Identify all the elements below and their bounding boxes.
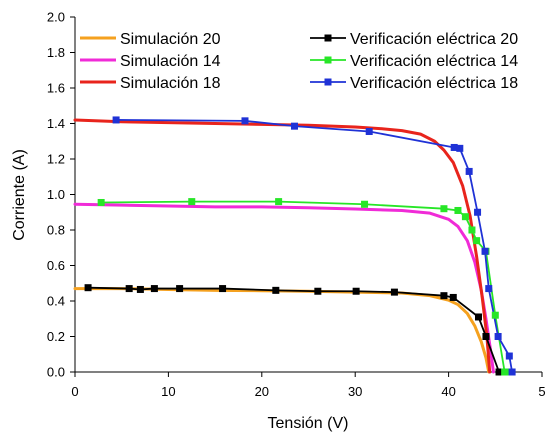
legend-item-1-label: Simulación 20 [120,31,221,48]
series-1-line [73,287,491,374]
series-6-point [241,117,249,125]
legend-item-5: Verificación eléctrica 14 [310,53,518,70]
y-tick-label: 0.2 [47,329,65,344]
y-tick-label: 1.2 [47,152,65,167]
series-6-point [290,122,298,130]
series-6-point [465,167,473,175]
x-tick-label: 0 [71,384,78,399]
series-4-point [219,285,227,293]
axes: 0.0 0.2 0.4 0.6 0.8 1.0 1.2 1.4 1.6 1.8 2.0 0 10 20 30… [47,10,546,400]
series-4-point [495,368,503,376]
y-tick-label: 1.0 [47,187,65,202]
series-6-point [508,368,516,376]
series-4-point [440,292,448,300]
x-tick-label: 5 [538,384,545,399]
series-4-point [150,285,158,293]
series-lines [73,118,514,374]
y-tick-label: 2.0 [47,10,65,25]
legend-item-4: Verificación eléctrica 20 [310,31,518,48]
series-5-point [97,198,105,206]
series-4-point [125,285,133,293]
series-6-point [450,143,458,151]
legend-item-2-label: Simulación 14 [120,53,221,70]
series-6-point [365,127,373,135]
series-6-point [474,208,482,216]
series-6-point [485,285,493,293]
series-6-line [115,119,514,373]
x-tick-label: 20 [255,384,269,399]
series-4-point [314,287,322,295]
legend-item-5-marker [324,56,332,64]
series-markers [84,116,516,376]
series-5-line [100,200,512,373]
series-4-point [482,333,490,340]
series-6-point [505,352,513,360]
series-6-point [481,247,489,255]
series-6-point [456,144,464,152]
y-tick-label: 1.8 [47,45,65,60]
y-axis-label: Corriente (A) [11,149,28,241]
y-tick-label: 0.8 [47,223,65,238]
legend-item-4-label: Verificación eléctrica 20 [350,31,518,48]
series-4-line [87,286,500,373]
series-4-point [272,286,280,294]
x-tick-label: 40 [441,384,455,399]
y-tick-label: 0.0 [47,365,65,380]
series-5-point [491,311,499,319]
series-4-point [84,284,92,292]
x-tick-label: 30 [348,384,362,399]
series-4-point [176,285,184,293]
series-4-point [136,285,144,293]
series-5-point [461,213,469,221]
series-5-point [501,368,509,376]
series-5-point [454,206,462,214]
series-4-point [352,287,360,295]
series-5-point [440,205,448,213]
series-5-point [473,237,481,245]
series-5-point [468,226,476,234]
y-tick-label: 1.4 [47,116,65,131]
legend-item-3-label: Simulación 18 [120,75,221,92]
series-6-point [494,333,502,340]
series-5-point [275,198,283,206]
series-4-point [474,313,482,321]
legend-item-6-label: Verificación eléctrica 18 [350,75,518,92]
legend-item-5-label: Verificación eléctrica 14 [350,53,518,70]
legend: Simulación 20 Simulación 14 Simulación 18 V… [80,31,518,92]
legend-item-4-marker [324,34,332,42]
y-tick-label: 1.6 [47,81,65,96]
x-tick-label: 10 [161,384,175,399]
legend-item-3: Simulación 18 [80,75,221,92]
series-6-point [112,116,120,124]
series-5-point [361,200,369,208]
legend-item-1: Simulación 20 [80,31,221,48]
series-3-line [73,118,492,374]
legend-item-6-marker [324,78,332,86]
y-tick-label: 0.6 [47,258,65,273]
legend-item-2: Simulación 14 [80,53,221,70]
y-tick-label: 0.4 [47,294,65,309]
x-axis-label: Tensión (V) [268,415,349,432]
legend-item-6: Verificación eléctrica 18 [310,75,518,92]
series-4-point [449,293,457,301]
series-4-point [390,288,398,296]
series-5-point [188,198,196,206]
